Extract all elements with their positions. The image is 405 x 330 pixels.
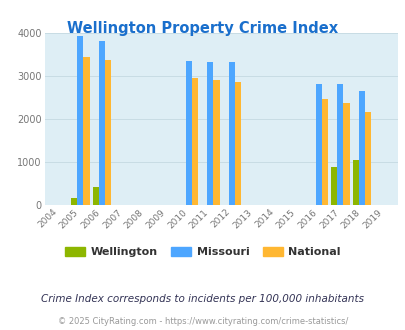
Bar	[234, 82, 241, 205]
Text: Wellington Property Crime Index: Wellington Property Crime Index	[67, 21, 338, 36]
Bar	[185, 61, 191, 205]
Bar	[358, 91, 364, 205]
Bar	[93, 187, 99, 205]
Bar	[77, 36, 83, 205]
Bar	[315, 84, 321, 205]
Text: Crime Index corresponds to incidents per 100,000 inhabitants: Crime Index corresponds to incidents per…	[41, 294, 364, 304]
Bar	[99, 41, 105, 205]
Bar	[330, 167, 337, 205]
Bar	[337, 83, 343, 205]
Bar	[71, 198, 77, 205]
Bar	[213, 80, 219, 205]
Legend: Wellington, Missouri, National: Wellington, Missouri, National	[61, 242, 344, 262]
Bar	[228, 62, 234, 205]
Bar	[364, 112, 370, 205]
Bar	[343, 103, 349, 205]
Bar	[83, 57, 89, 205]
Bar	[352, 160, 358, 205]
Bar	[321, 100, 327, 205]
Text: © 2025 CityRating.com - https://www.cityrating.com/crime-statistics/: © 2025 CityRating.com - https://www.city…	[58, 317, 347, 326]
Bar	[207, 62, 213, 205]
Bar	[191, 78, 197, 205]
Bar	[105, 60, 111, 205]
